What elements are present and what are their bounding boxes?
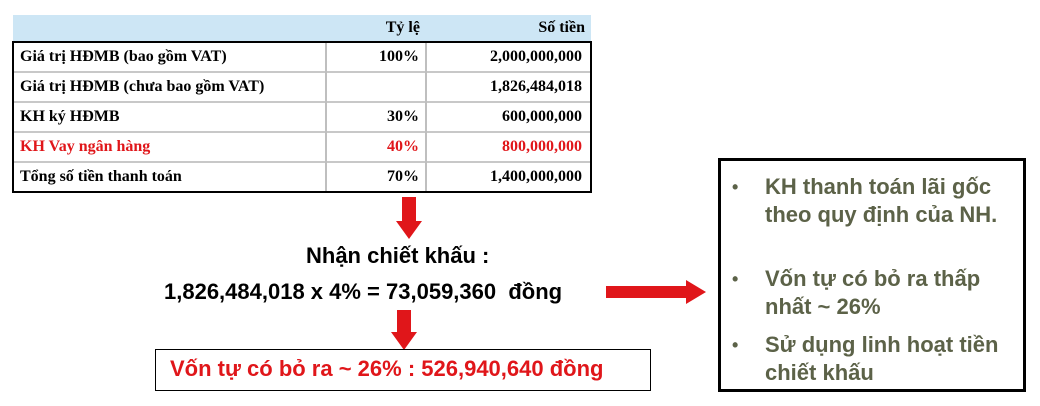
table-header-rate: Tỷ lệ (325, 15, 426, 42)
discount-formula: 1,826,484,018 x 4% = 73,059,360 đồng (164, 279, 563, 304)
table-header-label (13, 15, 326, 42)
table-row: KH ký HĐMB 30% 600,000,000 (12, 101, 593, 132)
note-item: • KH thanh toán lãi gốc theo quy định củ… (732, 173, 1015, 229)
notes-box: • KH thanh toán lãi gốc theo quy định củ… (718, 158, 1026, 392)
row-label: KH Vay ngân hàng (12, 131, 326, 162)
row-amount: 1,826,484,018 (424, 71, 593, 102)
row-label: KH ký HĐMB (12, 101, 326, 132)
row-rate: 30% (324, 101, 426, 132)
note-text: Vốn tự có bỏ ra thấp nhất ~ 26% (765, 266, 981, 319)
down-arrow-icon (396, 197, 422, 239)
discount-title: Nhận chiết khấu : (306, 243, 490, 268)
table-header-row: Tỷ lệ Số tiền (13, 15, 591, 42)
row-rate: 40% (324, 131, 426, 162)
table-row-highlighted: KH Vay ngân hàng 40% 800,000,000 (12, 131, 593, 162)
note-text: Sử dụng linh hoạt tiền chiết khấu (765, 332, 999, 385)
bullet-icon: • (732, 269, 739, 289)
row-label: Tổng số tiền thanh toán (12, 161, 326, 193)
bullet-icon: • (732, 335, 739, 355)
row-amount: 800,000,000 (424, 131, 593, 162)
financial-table: Tỷ lệ Số tiền Giá trị HĐMB (bao gồm VAT)… (12, 15, 593, 193)
row-amount: 600,000,000 (424, 101, 593, 132)
note-item: • Sử dụng linh hoạt tiền chiết khấu (732, 331, 1015, 387)
result-text: Vốn tự có bỏ ra ~ 26% : 526,940,640 đồng (170, 356, 604, 381)
down-arrow-icon (391, 310, 417, 350)
table-row: Giá trị HĐMB (chưa bao gồm VAT) 1,826,48… (12, 71, 593, 102)
right-arrow-icon (606, 280, 706, 304)
bullet-icon: • (732, 177, 739, 197)
note-text: KH thanh toán lãi gốc theo quy định của … (765, 174, 998, 227)
row-rate (324, 71, 426, 102)
note-item: • Vốn tự có bỏ ra thấp nhất ~ 26% (732, 265, 1015, 321)
row-label: Giá trị HĐMB (bao gồm VAT) (12, 41, 326, 72)
result-box: Vốn tự có bỏ ra ~ 26% : 526,940,640 đồng (155, 349, 651, 391)
row-rate: 70% (324, 161, 426, 193)
table-row: Giá trị HĐMB (bao gồm VAT) 100% 2,000,00… (12, 41, 593, 72)
row-rate: 100% (324, 41, 426, 72)
row-amount: 1,400,000,000 (424, 161, 593, 193)
row-label: Giá trị HĐMB (chưa bao gồm VAT) (12, 71, 326, 102)
row-amount: 2,000,000,000 (424, 41, 593, 72)
table-row-total: Tổng số tiền thanh toán 70% 1,400,000,00… (12, 161, 593, 193)
table-header-amount: Số tiền (425, 15, 591, 42)
